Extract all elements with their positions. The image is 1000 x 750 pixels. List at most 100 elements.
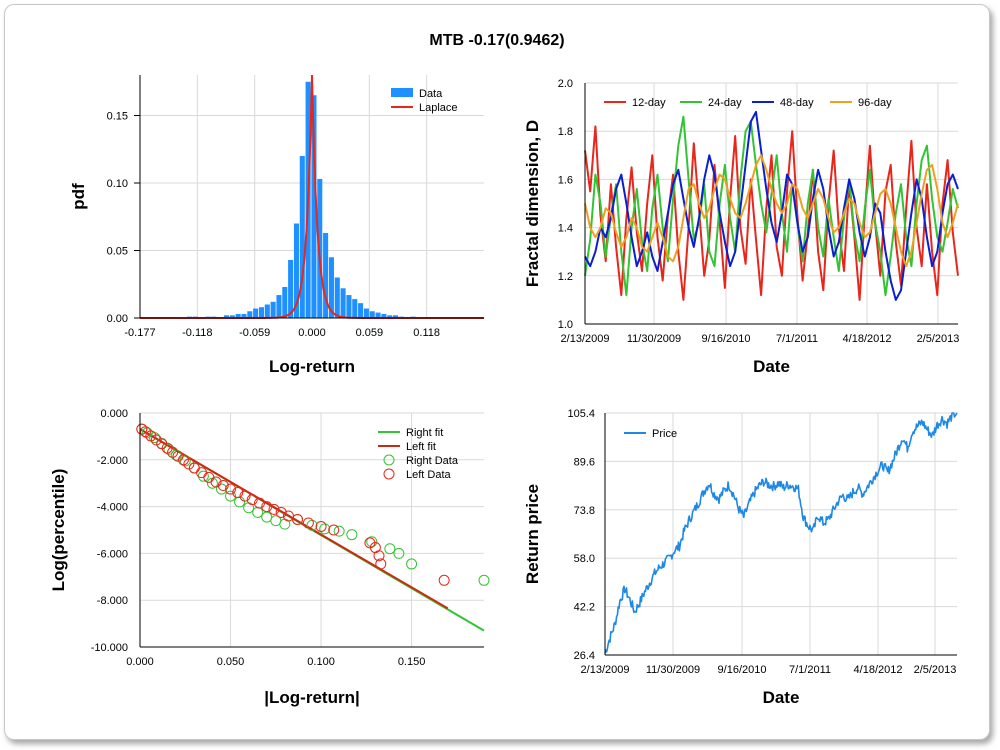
pdf-bar bbox=[323, 232, 329, 318]
tail-left-data-point bbox=[150, 434, 162, 446]
pdf-bar bbox=[229, 315, 235, 318]
tail-y-tick-label: -4.000 bbox=[97, 502, 128, 514]
fractal-series-12-day bbox=[584, 125, 959, 301]
tail-right-data-point bbox=[306, 519, 318, 531]
price-x-tick-label: 11/30/2009 bbox=[646, 664, 700, 676]
pdf-x-tick-label: 0.059 bbox=[356, 327, 384, 339]
pdf-bar bbox=[334, 277, 340, 318]
pdf-legend-data-label: Data bbox=[419, 88, 443, 100]
tail-left-fit-line bbox=[139, 428, 449, 610]
fractal-y-tick-label: 1.0 bbox=[558, 319, 573, 331]
price-x-tick-label: 2/5/2013 bbox=[914, 664, 957, 676]
fractal-series-48-day bbox=[584, 110, 959, 301]
tail-x-tick-label: 0.050 bbox=[217, 656, 245, 668]
tail-right-data-point bbox=[225, 490, 237, 502]
pdf-bar bbox=[258, 307, 264, 318]
tail-legend-right-data-label: Right Data bbox=[406, 455, 459, 467]
pdf-x-tick-label: 0.118 bbox=[413, 327, 440, 339]
fractal-x-tick-label: 9/16/2010 bbox=[702, 333, 751, 345]
tail-left-data-point bbox=[253, 497, 265, 509]
tail-legend-left-fit-label: Left fit bbox=[406, 441, 436, 453]
tail-left-data-point bbox=[375, 558, 387, 570]
fractal-legend-label-24-day: 24-day bbox=[708, 97, 742, 109]
fractal-x-tick-label: 4/18/2012 bbox=[843, 333, 892, 345]
tail-y-tick-label: -10.000 bbox=[91, 642, 128, 654]
pdf-bar bbox=[293, 223, 299, 318]
tail-x-tick-label: 0.150 bbox=[398, 656, 426, 668]
tail-left-data-point bbox=[373, 550, 385, 562]
tail-right-data-point bbox=[478, 574, 490, 586]
price-x-axis-title: Date bbox=[763, 688, 800, 707]
pdf-x-tick-label: -0.177 bbox=[124, 327, 155, 339]
tail-right-data-point bbox=[163, 443, 175, 455]
pdf-bar bbox=[375, 312, 381, 318]
pdf-bar bbox=[288, 259, 294, 318]
pdf-bar bbox=[223, 315, 230, 318]
pdf-bar bbox=[340, 288, 346, 318]
pdf-bar bbox=[247, 311, 253, 318]
fractal-legend-label-96-day: 96-day bbox=[858, 97, 892, 109]
price-y-tick-label: 89.6 bbox=[574, 456, 595, 468]
price-x-tick-label: 9/16/2010 bbox=[718, 664, 767, 676]
pdf-bar bbox=[387, 315, 393, 318]
tail-left-data-point bbox=[302, 517, 314, 529]
fractal-y-tick-label: 2.0 bbox=[558, 78, 573, 90]
pdf-y-tick-label: 0.15 bbox=[107, 111, 128, 123]
tail-y-axis-title: Log(percentile) bbox=[49, 469, 68, 592]
tail-y-tick-label: -2.000 bbox=[97, 455, 128, 467]
fractal-x-tick-label: 7/1/2011 bbox=[776, 333, 818, 345]
tail-right-data-point bbox=[319, 523, 331, 535]
pdf-bar bbox=[253, 308, 259, 318]
fractal-legend-label-12-day: 12-day bbox=[632, 97, 666, 109]
tail-left-data-point bbox=[172, 450, 184, 462]
fractal-y-tick-label: 1.4 bbox=[558, 223, 573, 235]
tail-left-data-point bbox=[239, 490, 251, 502]
tail-x-axis-title: |Log-return| bbox=[264, 688, 359, 707]
tail-left-data-point bbox=[136, 423, 148, 435]
fractal-x-tick-label: 11/30/2009 bbox=[627, 333, 681, 345]
fractal-y-tick-label: 1.8 bbox=[558, 126, 573, 138]
tail-x-tick-label: 0.000 bbox=[126, 656, 154, 668]
tail-y-tick-label: -6.000 bbox=[97, 548, 128, 560]
pdf-x-tick-label: 0.000 bbox=[298, 327, 326, 339]
price-y-tick-label: 73.8 bbox=[574, 505, 595, 517]
pdf-y-tick-label: 0.10 bbox=[107, 178, 128, 190]
price-y-tick-label: 42.2 bbox=[574, 602, 595, 614]
fractal-y-tick-label: 1.6 bbox=[558, 174, 573, 186]
tail-left-data-point bbox=[246, 494, 258, 506]
tail-left-data-point bbox=[145, 430, 157, 442]
pdf-bar bbox=[235, 313, 241, 318]
tail-left-data-point bbox=[217, 480, 229, 492]
page-title: MTB -0.17(0.9462) bbox=[429, 32, 565, 49]
pdf-bar bbox=[299, 156, 305, 318]
price-x-tick-label: 7/1/2011 bbox=[789, 664, 831, 676]
pdf-bar bbox=[369, 311, 375, 318]
pdf-bar bbox=[363, 308, 369, 318]
pdf-y-axis-title: pdf bbox=[69, 183, 88, 210]
tail-left-data-point bbox=[328, 524, 340, 536]
tail-right-data-point bbox=[333, 525, 345, 537]
tail-x-tick-label: 0.100 bbox=[307, 656, 335, 668]
tail-left-data-point bbox=[438, 574, 450, 586]
tail-legend-left-data-label: Left Data bbox=[406, 469, 452, 481]
price-plot-area bbox=[605, 413, 957, 655]
tail-left-data-point bbox=[232, 487, 244, 499]
pdf-bar bbox=[393, 315, 399, 318]
price-y-tick-label: 105.4 bbox=[567, 408, 595, 420]
price-y-axis-title: Return price bbox=[523, 484, 542, 584]
tail-left-data-point bbox=[275, 506, 287, 518]
tail-left-data-point bbox=[167, 446, 179, 458]
tail-left-data-point bbox=[315, 520, 327, 532]
tail-left-data-point bbox=[268, 503, 280, 515]
tail-right-data-point bbox=[406, 558, 418, 570]
fractal-x-tick-label: 2/5/2013 bbox=[917, 333, 960, 345]
pdf-legend-laplace-label: Laplace bbox=[419, 102, 458, 114]
tail-right-data-point bbox=[393, 547, 405, 559]
pdf-bar bbox=[270, 301, 276, 318]
price-x-tick-label: 2/13/2009 bbox=[581, 664, 630, 676]
tail-right-data-point bbox=[384, 543, 396, 555]
price-y-tick-label: 26.4 bbox=[574, 650, 595, 662]
pdf-bar bbox=[381, 313, 387, 318]
fractal-series-96-day bbox=[584, 154, 959, 268]
